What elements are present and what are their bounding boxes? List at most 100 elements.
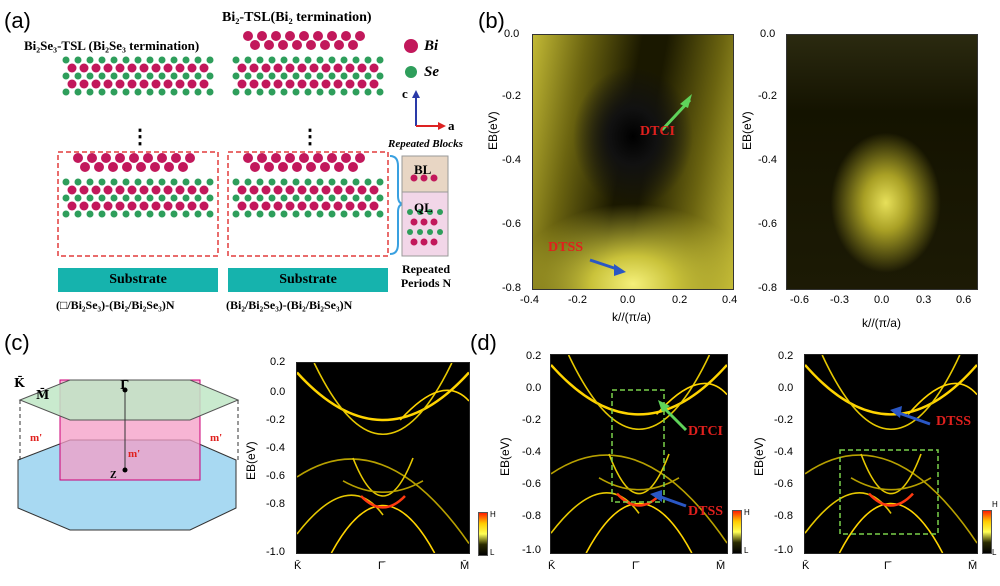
bi-atom — [163, 79, 173, 89]
mirror-label-1: m' — [30, 432, 43, 444]
se-atom — [232, 72, 240, 80]
x-tick-label: 0.0 — [620, 294, 636, 306]
se-atom — [427, 209, 433, 215]
bi-atom — [309, 201, 319, 211]
bi-atom — [67, 185, 77, 195]
band-dr-colorbar — [982, 510, 992, 554]
formula-right: (Bi₂/Bi₂Se₃)-(Bi₂/Bi₂Se₃)N — [226, 298, 353, 312]
se-atom — [244, 88, 252, 96]
bi-atom — [139, 79, 149, 89]
bi-atom — [115, 153, 125, 163]
band-line — [585, 502, 693, 553]
y-tick-label: -1.0 — [266, 546, 285, 558]
se-atom — [304, 88, 312, 96]
se-atom — [437, 209, 443, 215]
se-atom — [232, 88, 240, 96]
se-atom — [134, 88, 142, 96]
band-line — [297, 494, 384, 535]
bi-atom — [261, 185, 271, 195]
bi-atom — [410, 174, 418, 182]
y-tick-label: -0.2 — [522, 414, 541, 426]
se-atom — [340, 72, 348, 80]
y-tick-label: -0.4 — [522, 446, 541, 458]
se-atom — [304, 178, 312, 186]
repeated-blocks-label: Repeated Blocks — [388, 138, 463, 150]
se-atom — [158, 88, 166, 96]
band-dl-ylabel: EB(eV) — [498, 437, 512, 476]
se-atom — [110, 178, 118, 186]
bi-atom — [327, 153, 337, 163]
se-atom — [194, 56, 202, 64]
se-atom — [256, 56, 264, 64]
se-atom — [158, 194, 166, 202]
se-atom — [86, 88, 94, 96]
se-atom — [194, 72, 202, 80]
bi-atom — [136, 162, 146, 172]
band-line — [551, 454, 727, 544]
bi-legend-icon — [404, 39, 418, 53]
bi-atom — [348, 162, 358, 172]
repeated-block-box-left — [57, 151, 219, 257]
bi-atom — [357, 79, 367, 89]
se-atom — [158, 178, 166, 186]
se-atom — [110, 194, 118, 202]
atom-layers — [62, 31, 443, 246]
mirror-label-2: m' — [128, 448, 141, 460]
se-atom — [328, 56, 336, 64]
bi-atom — [369, 79, 379, 89]
bi-atom — [320, 40, 330, 50]
se-atom — [328, 178, 336, 186]
bi-atom — [285, 31, 295, 41]
bi-atom — [341, 153, 351, 163]
band-line — [805, 454, 977, 544]
bi-atom — [357, 185, 367, 195]
se-atom — [437, 229, 443, 235]
dtci-label-d: DTCI — [688, 424, 724, 439]
a-axis-label: a — [448, 118, 455, 133]
se-atom — [110, 56, 118, 64]
bi-atom — [299, 153, 309, 163]
bi-atom — [80, 162, 90, 172]
se-atom — [376, 178, 384, 186]
se-atom — [244, 194, 252, 202]
bi-atom — [369, 201, 379, 211]
bi-atom — [150, 162, 160, 172]
band-line — [567, 355, 711, 430]
bi-atom — [410, 218, 418, 226]
y-tick-label: -0.4 — [774, 446, 793, 458]
se-atom — [98, 178, 106, 186]
bi-atom — [243, 31, 253, 41]
bi-atom — [285, 63, 295, 73]
bi-atom — [91, 63, 101, 73]
se-atom — [206, 178, 214, 186]
bi-legend-label: Bi — [424, 38, 439, 54]
bi-atom — [278, 162, 288, 172]
bi-atom — [334, 162, 344, 172]
se-atom — [316, 178, 324, 186]
bi-atom — [345, 185, 355, 195]
bi-atom — [249, 185, 259, 195]
bi-atom — [249, 63, 259, 73]
gbar-label-bz: Γ̄ — [120, 378, 129, 392]
band-dr-lines — [805, 355, 977, 553]
se-atom — [134, 56, 142, 64]
bi-atom — [306, 40, 316, 50]
y-tick-label: -0.4 — [502, 154, 521, 166]
ellipsis-left: ⋮ — [130, 126, 150, 148]
bi-atom — [345, 79, 355, 89]
bi-atom — [410, 238, 418, 246]
bi-atom — [87, 153, 97, 163]
x-tick-label: -0.6 — [790, 294, 809, 306]
dtss-label-d-right: DTSS — [936, 414, 972, 429]
se-atom — [304, 210, 312, 218]
bi-atom — [185, 153, 195, 163]
se-atom — [352, 88, 360, 96]
bi-atom — [321, 63, 331, 73]
bi-atom — [264, 40, 274, 50]
bi-atom — [187, 185, 197, 195]
bi-atom — [127, 201, 137, 211]
bi-atom — [250, 40, 260, 50]
se-atom — [244, 56, 252, 64]
bi-atom — [357, 201, 367, 211]
arpes-map-right — [786, 34, 978, 290]
